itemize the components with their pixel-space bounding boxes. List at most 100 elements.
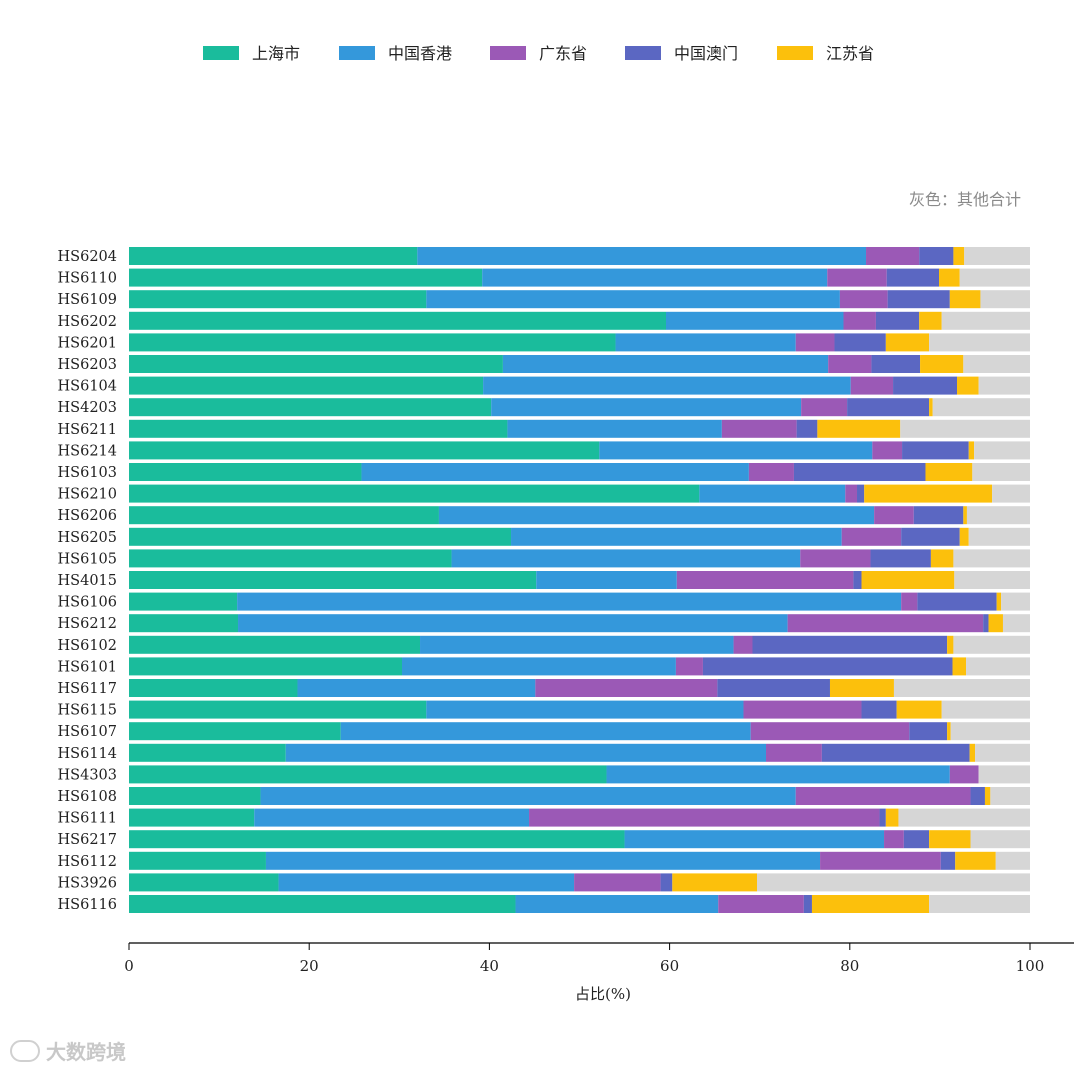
bar-HS6217-series-4: [903, 830, 930, 849]
bar-HS6217-series-5: [929, 830, 971, 849]
bar-HS6111-series-2: [254, 808, 530, 827]
bar-HS6108-other: [990, 787, 1030, 805]
category-label-HS6205: HS6205: [58, 530, 117, 546]
bar-HS6112-series-3: [820, 851, 941, 870]
category-label-HS6117: HS6117: [58, 681, 117, 697]
bar-HS6108-series-5: [984, 787, 991, 805]
bar-HS6211-series-4: [796, 419, 818, 438]
bar-HS6106-series-2: [237, 592, 902, 611]
legend-swatch-1: [203, 46, 239, 60]
category-label-HS6214: HS6214: [58, 443, 117, 459]
x-tick-label-80: 80: [840, 957, 859, 975]
bar-HS6204-series-4: [919, 247, 954, 265]
bar-HS6102-series-2: [420, 635, 734, 654]
bar-HS6106-other: [1001, 592, 1030, 611]
bar-HS6111-series-4: [879, 808, 886, 827]
category-label-HS6108: HS6108: [58, 789, 117, 805]
bar-HS6106-series-3: [901, 592, 918, 611]
bar-HS6114-series-2: [285, 743, 767, 762]
bar-HS6103-series-1: [129, 463, 362, 481]
bar-HS6116-series-4: [803, 895, 812, 913]
bar-HS6116-series-5: [811, 895, 930, 913]
bar-HS6108-series-3: [795, 787, 971, 805]
bar-HS6112-series-1: [129, 851, 266, 870]
bar-HS6214-series-5: [968, 441, 975, 460]
bar-HS6105-series-3: [800, 549, 871, 568]
bar-HS6101-series-2: [402, 657, 676, 676]
watermark-text: 大数跨境: [46, 1040, 126, 1064]
category-label-HS6206: HS6206: [58, 508, 117, 524]
bar-HS6201-series-5: [885, 333, 930, 352]
watermark-icon: [10, 1039, 40, 1062]
category-label-HS6211: HS6211: [58, 422, 117, 438]
bar-HS6217-other: [970, 830, 1030, 849]
bar-HS6104-series-1: [129, 376, 484, 395]
bar-HS6211-series-2: [507, 419, 722, 438]
category-label-HS6111: HS6111: [58, 811, 117, 827]
bar-HS6117-other: [893, 679, 1030, 697]
bar-HS6107-series-2: [340, 722, 751, 741]
bar-HS6115-series-1: [129, 700, 427, 719]
bar-HS6202-series-5: [919, 311, 942, 330]
bar-HS6102-series-4: [752, 635, 948, 654]
bar-HS6116-series-1: [129, 895, 516, 913]
bar-HS6108-series-4: [970, 787, 985, 805]
bar-HS6212-other: [1002, 614, 1030, 633]
bar-HS6109-series-1: [129, 290, 427, 309]
legend: 上海市 中国香港 广东省 中国澳门 江苏省: [203, 44, 874, 63]
x-tick-label-0: 0: [124, 957, 134, 975]
bar-HS6103-series-5: [925, 463, 973, 481]
bar-HS3926-series-1: [129, 873, 279, 892]
bar-HS4015-series-2: [536, 571, 677, 589]
bar-HS6107-series-1: [129, 722, 341, 741]
bar-HS6101-series-1: [129, 657, 403, 676]
category-label-HS4303: HS4303: [58, 767, 117, 783]
legend-swatch-3: [490, 46, 526, 60]
bar-HS6203-series-4: [871, 355, 921, 373]
bar-HS4303-series-3: [949, 765, 979, 784]
bar-HS6201-series-3: [795, 333, 835, 352]
category-label-HS6107: HS6107: [58, 724, 117, 740]
bar-HS6117-series-5: [829, 679, 894, 697]
bar-HS6114-series-4: [821, 743, 970, 762]
bar-HS6115-other: [941, 700, 1030, 719]
x-axis-label: 占比(%): [575, 985, 631, 1003]
bar-HS6105-series-4: [870, 549, 931, 568]
category-label-HS6212: HS6212: [58, 616, 117, 632]
bar-HS6106-series-4: [917, 592, 997, 611]
bar-HS6110-series-5: [938, 268, 960, 287]
category-label-HS6210: HS6210: [58, 487, 117, 503]
bar-HS6115-series-5: [896, 700, 942, 719]
bar-HS4203-series-3: [801, 398, 848, 417]
bar-HS6107-series-3: [750, 722, 910, 741]
bar-HS6204-series-3: [866, 247, 920, 265]
bar-HS3926-series-3: [574, 873, 661, 892]
bar-HS6211-other: [900, 419, 1030, 438]
bar-HS6214-series-1: [129, 441, 600, 460]
legend-label-4: 中国澳门: [674, 44, 738, 63]
bar-HS6103-series-3: [748, 463, 794, 481]
bar-HS6206-series-4: [913, 506, 964, 525]
bar-HS6211-series-1: [129, 419, 508, 438]
bar-HS6204-series-1: [129, 247, 418, 265]
category-labels: HS6204 HS6110 HS6109 HS6202 HS6201 HS6203 HS61…: [58, 249, 117, 913]
bar-HS6211-series-3: [721, 419, 797, 438]
bar-HS6114-series-1: [129, 743, 286, 762]
bar-HS6205-series-4: [901, 527, 960, 546]
bar-HS6104-series-5: [957, 376, 979, 395]
bar-HS6217-series-3: [884, 830, 904, 849]
bar-HS6115-series-2: [426, 700, 744, 719]
category-label-HS6112: HS6112: [58, 854, 117, 870]
bar-HS6210-series-5: [864, 484, 993, 503]
bar-HS6203-series-2: [502, 355, 829, 373]
bar-HS6210-other: [992, 484, 1030, 503]
legend-label-1: 上海市: [252, 44, 300, 63]
bar-HS6107-series-5: [947, 722, 951, 741]
other-total-note: 灰色：其他合计: [909, 190, 1021, 209]
bar-HS6102-series-3: [733, 635, 753, 654]
legend-swatch-2: [339, 46, 375, 60]
bar-HS6210-series-4: [857, 484, 865, 503]
bar-HS4015-other: [954, 571, 1030, 589]
bar-HS6205-series-3: [841, 527, 902, 546]
